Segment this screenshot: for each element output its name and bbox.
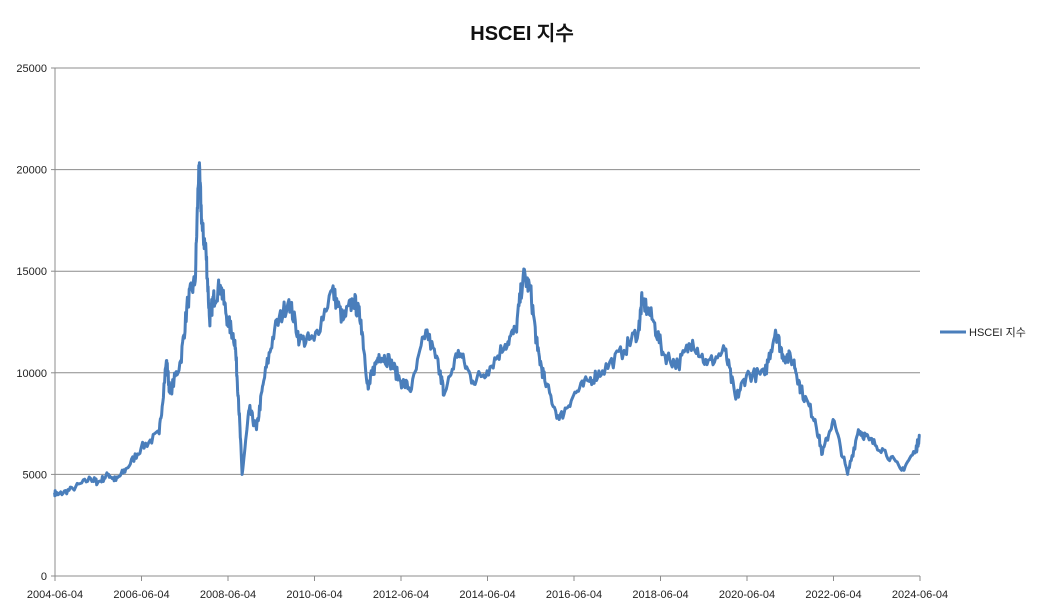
y-tick-label: 0: [41, 571, 47, 583]
x-tick-label: 2018-06-04: [632, 589, 688, 601]
y-tick-label: 20000: [16, 165, 47, 177]
legend: HSCEI 지수: [940, 326, 1026, 339]
chart-title: HSCEI 지수: [470, 22, 573, 45]
x-tick-label: 2010-06-04: [286, 589, 342, 601]
x-tick-label: 2012-06-04: [373, 589, 429, 601]
y-axis-ticks: 0 5000 10000 15000 20000 25000: [16, 63, 55, 583]
y-tick-label: 10000: [16, 368, 47, 380]
x-tick-label: 2024-06-04: [892, 589, 948, 601]
series-lines: [53, 161, 921, 498]
y-tick-label: 5000: [23, 469, 47, 481]
y-tick-label: 25000: [16, 63, 47, 75]
x-tick-label: 2014-06-04: [459, 589, 515, 601]
gridlines: [55, 67, 920, 475]
legend-label: HSCEI 지수: [969, 326, 1026, 339]
x-tick-label: 2022-06-04: [805, 589, 861, 601]
y-tick-label: 15000: [16, 266, 47, 278]
x-tick-label: 2004-06-04: [27, 589, 83, 601]
x-tick-label: 2008-06-04: [200, 589, 256, 601]
x-tick-label: 2020-06-04: [719, 589, 775, 601]
x-axis-ticks: 2004-06-04 2006-06-04 2008-06-04 2010-06-04…: [27, 576, 948, 601]
x-tick-label: 2006-06-04: [113, 589, 169, 601]
series-line: [53, 161, 921, 498]
x-tick-label: 2016-06-04: [546, 589, 602, 601]
